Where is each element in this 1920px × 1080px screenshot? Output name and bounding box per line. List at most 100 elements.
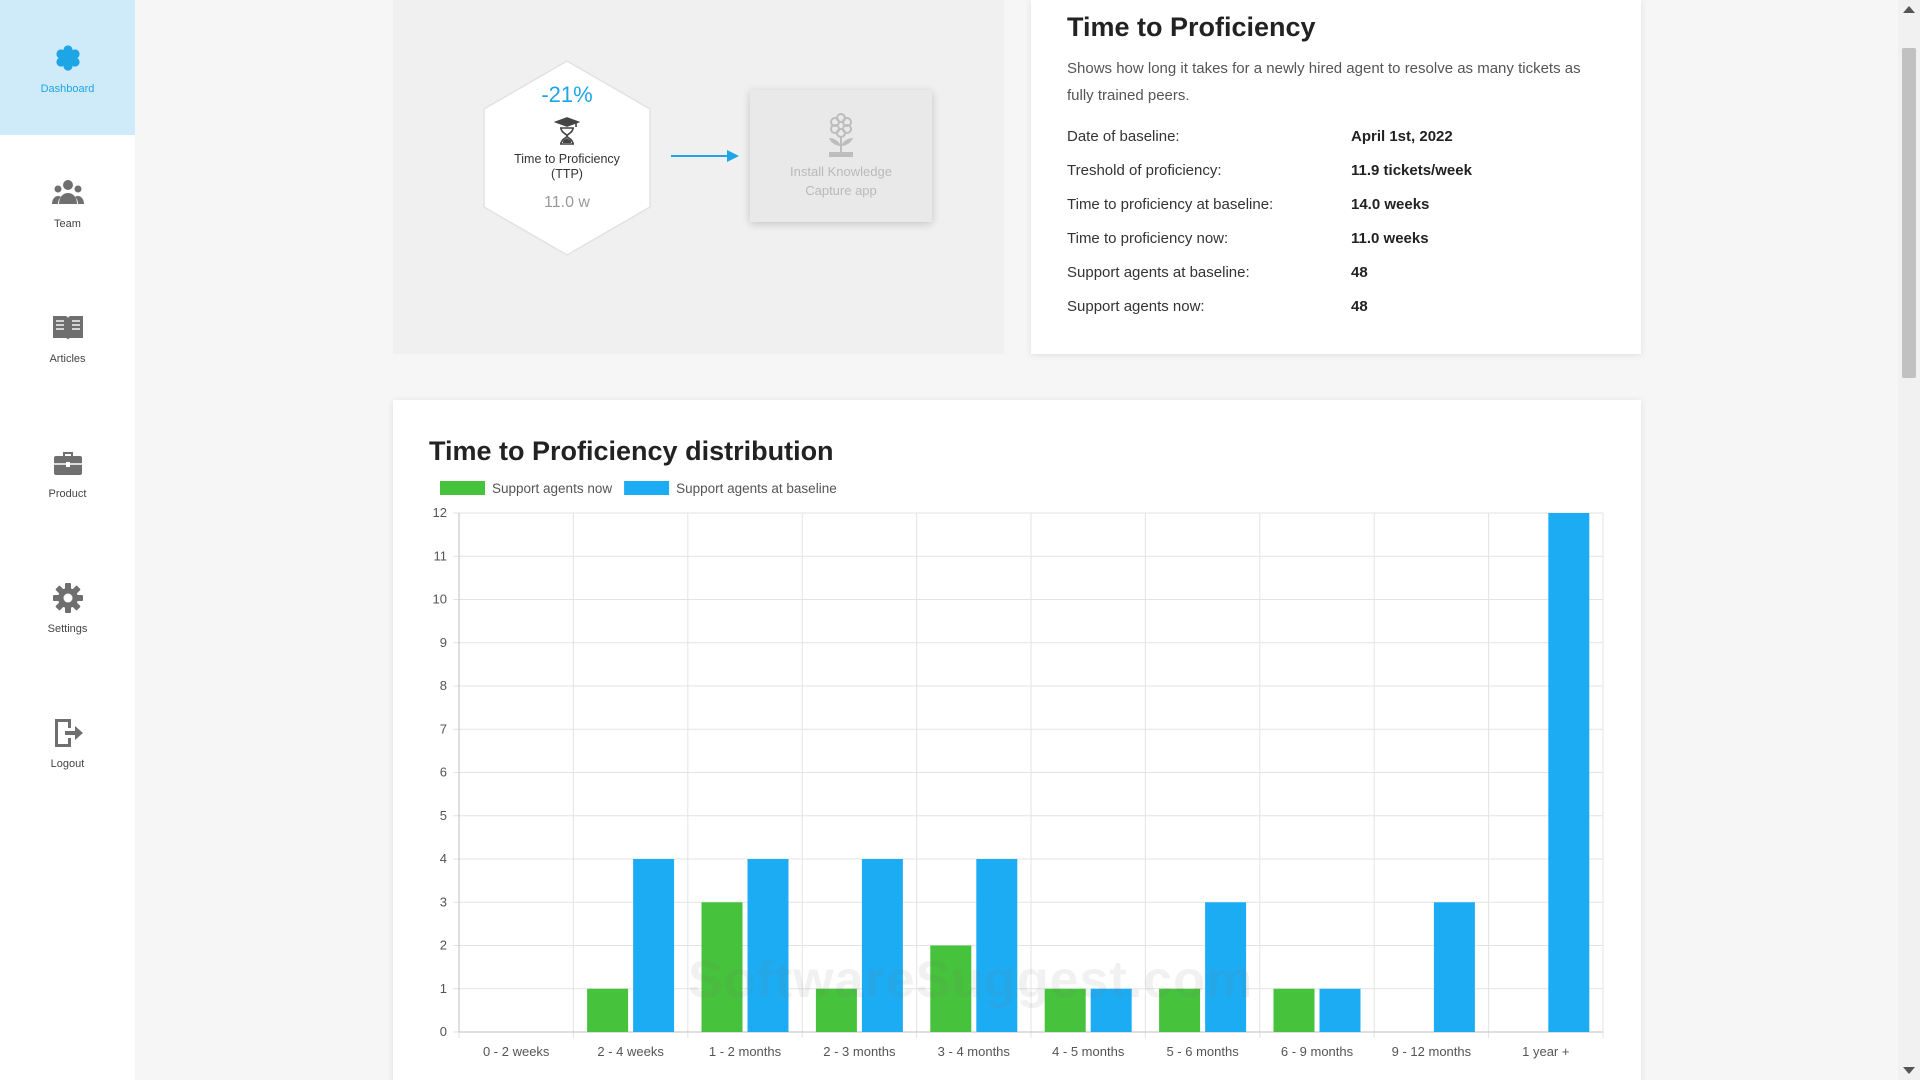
sidebar-item-label: Logout xyxy=(50,757,85,770)
info-row-label: Time to proficiency at baseline: xyxy=(1067,195,1274,213)
ttp-metric-hexagon[interactable]: -21% Time to Proficiency (TTP) 11.0 w xyxy=(477,58,657,258)
info-row-value: 48 xyxy=(1351,297,1368,315)
bar xyxy=(633,859,675,1032)
y-tick-label: 10 xyxy=(433,592,447,607)
info-row-threshold: Treshold of proficiency: 11.9 tickets/we… xyxy=(1067,153,1472,187)
info-details: Date of baseline: April 1st, 2022 Tresho… xyxy=(1067,119,1472,323)
sidebar-item-team[interactable]: Team xyxy=(0,135,135,270)
y-tick-label: 8 xyxy=(440,678,447,693)
sidebar-item-label: Product xyxy=(48,487,87,500)
info-row-baseline-date: Date of baseline: April 1st, 2022 xyxy=(1067,119,1472,153)
legend-label: Support agents at baseline xyxy=(676,481,837,496)
bar xyxy=(861,859,903,1032)
y-tick-label: 3 xyxy=(440,894,447,909)
x-tick-label: 0 - 2 weeks xyxy=(483,1044,550,1059)
sidebar-item-logout[interactable]: Logout xyxy=(0,675,135,810)
bar xyxy=(1433,902,1475,1032)
info-row-agents-now: Support agents now: 48 xyxy=(1067,289,1472,323)
sidebar-item-articles[interactable]: Articles xyxy=(0,270,135,405)
install-knowledge-capture-label: Install Knowledge Capture app xyxy=(790,164,892,198)
logout-icon xyxy=(54,718,83,747)
info-row-value: April 1st, 2022 xyxy=(1351,127,1453,145)
legend-label: Support agents now xyxy=(492,481,612,496)
scroll-up-icon[interactable] xyxy=(1903,6,1915,13)
bar xyxy=(1044,988,1086,1032)
bar xyxy=(1159,988,1201,1032)
sidebar-item-label: Settings xyxy=(47,622,88,635)
info-row-label: Time to proficiency now: xyxy=(1067,229,1229,247)
info-row-label: Support agents now: xyxy=(1067,297,1205,315)
y-tick-label: 11 xyxy=(434,548,448,563)
graduate-hourglass-icon xyxy=(554,117,580,145)
bar xyxy=(1273,988,1315,1032)
y-tick-label: 2 xyxy=(440,938,447,953)
product-icon xyxy=(53,451,82,475)
ttp-metric-value: 11.0 w xyxy=(544,194,590,211)
info-row-ttp-now: Time to proficiency now: 11.0 weeks xyxy=(1067,221,1472,255)
ttp-metric-title: Time to Proficiency (TTP) xyxy=(514,152,620,181)
info-row-agents-baseline: Support agents at baseline: 48 xyxy=(1067,255,1472,289)
bar xyxy=(930,945,972,1032)
bar xyxy=(701,902,743,1032)
sidebar-item-label: Articles xyxy=(49,352,86,365)
workflow-panel: -21% Time to Proficiency (TTP) 11.0 w xyxy=(393,0,1004,354)
ttp-info-card: Time to Proficiency Shows how long it ta… xyxy=(1031,0,1641,354)
knowledge-plant-icon xyxy=(829,113,853,157)
y-tick-label: 9 xyxy=(440,635,447,650)
info-row-ttp-baseline: Time to proficiency at baseline: 14.0 we… xyxy=(1067,187,1472,221)
bar xyxy=(1319,988,1361,1032)
info-row-value: 48 xyxy=(1351,263,1368,281)
x-tick-label: 1 - 2 months xyxy=(709,1044,782,1059)
bar xyxy=(815,988,857,1032)
scroll-down-icon[interactable] xyxy=(1903,1067,1915,1074)
team-icon xyxy=(51,179,84,204)
y-tick-label: 12 xyxy=(433,505,447,520)
sidebar-item-dashboard[interactable]: Dashboard xyxy=(0,0,135,135)
info-row-value: 11.0 weeks xyxy=(1351,229,1429,247)
legend-swatch xyxy=(440,481,485,495)
y-tick-label: 0 xyxy=(440,1024,447,1039)
sidebar: Dashboard Team Articles xyxy=(0,0,135,1080)
info-row-value: 11.9 tickets/week xyxy=(1351,161,1472,179)
info-row-label: Date of baseline: xyxy=(1067,127,1180,145)
page-scrollbar[interactable] xyxy=(1898,0,1920,1080)
x-tick-label: 3 - 4 months xyxy=(938,1044,1011,1059)
ttp-change-percent: -21% xyxy=(541,82,593,107)
info-description: Shows how long it takes for a newly hire… xyxy=(1067,60,1581,104)
y-tick-label: 1 xyxy=(440,981,447,996)
scroll-thumb[interactable] xyxy=(1902,48,1916,378)
x-tick-label: 2 - 4 weeks xyxy=(597,1044,664,1059)
install-knowledge-capture-card[interactable]: Install Knowledge Capture app xyxy=(750,90,932,222)
y-tick-label: 5 xyxy=(440,808,447,823)
info-row-label: Support agents at baseline: xyxy=(1067,263,1250,281)
sidebar-item-product[interactable]: Product xyxy=(0,405,135,540)
bar xyxy=(747,859,789,1032)
bar xyxy=(976,859,1018,1032)
y-tick-label: 4 xyxy=(440,851,447,866)
x-tick-label: 1 year + xyxy=(1522,1044,1569,1059)
x-tick-label: 9 - 12 months xyxy=(1392,1044,1472,1059)
dashboard-icon xyxy=(55,44,80,71)
sidebar-item-settings[interactable]: Settings xyxy=(0,540,135,675)
bar xyxy=(1205,902,1247,1032)
y-tick-label: 7 xyxy=(440,721,447,736)
bar xyxy=(1548,513,1590,1032)
settings-icon xyxy=(52,582,83,613)
bar xyxy=(1090,988,1132,1032)
hexagon-shape xyxy=(483,60,651,256)
info-row-label: Treshold of proficiency: xyxy=(1067,161,1222,179)
articles-icon xyxy=(52,315,83,340)
legend-swatch xyxy=(624,481,670,495)
watermark-text: SoftwareSuggest.com xyxy=(688,951,1254,1009)
y-tick-label: 6 xyxy=(440,765,447,780)
x-tick-label: 4 - 5 months xyxy=(1052,1044,1125,1059)
info-row-value: 14.0 weeks xyxy=(1351,195,1430,213)
x-tick-label: 5 - 6 months xyxy=(1166,1044,1239,1059)
sidebar-item-label: Team xyxy=(54,217,81,230)
bar xyxy=(587,988,629,1032)
x-tick-label: 6 - 9 months xyxy=(1281,1044,1354,1059)
flow-arrow-icon xyxy=(671,150,739,162)
sidebar-item-label: Dashboard xyxy=(40,82,95,95)
